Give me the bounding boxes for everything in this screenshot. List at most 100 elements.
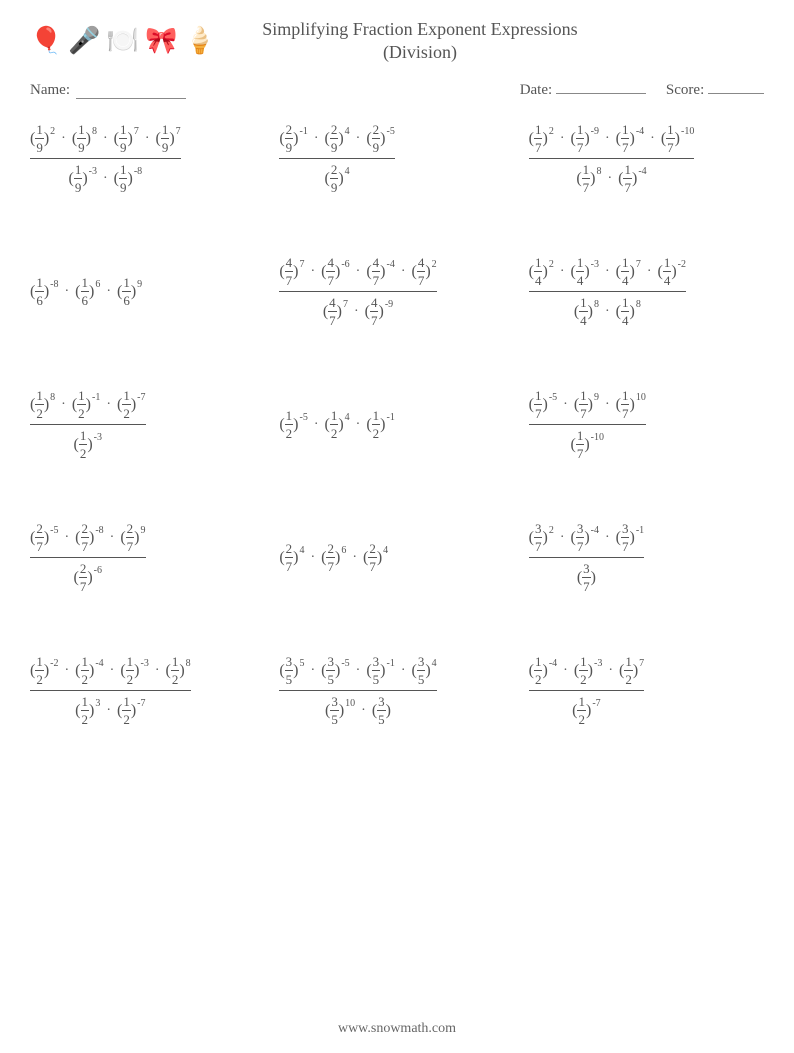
division-bar (529, 557, 645, 558)
fraction-term: (12)-4 (529, 655, 558, 686)
fraction-term: (19)8 (72, 123, 97, 154)
fraction-term: (16)6 (75, 276, 100, 307)
expression: (17)2·(17)-9·(17)-4·(17)-10 (17)8·(17)-4 (529, 123, 695, 194)
worksheet-title: Simplifying Fraction Exponent Expression… (216, 18, 624, 63)
fraction-term: (14)2 (529, 256, 554, 287)
division-bar (529, 690, 645, 691)
name-blank[interactable] (76, 84, 186, 99)
fraction-term: (37)-4 (570, 522, 599, 553)
expression: (17)-5·(17)9·(17)10(17)-10 (529, 389, 646, 460)
fraction-term: (17)-10 (661, 123, 695, 154)
problem-9: (17)-5·(17)9·(17)10(17)-10 (529, 389, 764, 460)
fraction-term: (37) (577, 562, 596, 593)
cloche-icon: 🍽️ (107, 26, 139, 56)
expression: (12)-2·(12)-4·(12)-3·(12)8 (12)3·(12)-7 (30, 655, 191, 726)
fraction-term: (19)7 (155, 123, 180, 154)
term-row: (19)2·(19)8·(19)7·(19)7 (30, 123, 181, 154)
fraction-term: (37)-1 (616, 522, 645, 553)
problem-7: (12)8·(12)-1·(12)-7 (12)-3 (30, 389, 265, 460)
division-bar (529, 424, 646, 425)
expression: (27)-5·(27)-8·(27)9(27)-6 (30, 522, 146, 593)
fraction-term: (17)-10 (570, 429, 604, 460)
fraction-term: (35)10 (325, 695, 355, 726)
fraction-term: (27)9 (120, 522, 145, 553)
term-row: (17)-10 (570, 429, 604, 460)
fraction-term: (12)-5 (279, 409, 308, 440)
division-bar (30, 690, 191, 691)
bowtie-icon: 🎀 (145, 26, 177, 56)
fraction-term: (12)3 (75, 695, 100, 726)
score-blank[interactable] (708, 79, 764, 94)
problem-11: (27)4·(27)6·(27)4 (279, 522, 514, 593)
fraction-term: (14)7 (616, 256, 641, 287)
division-bar (30, 557, 146, 558)
fraction-term: (47)-6 (321, 256, 350, 287)
division-bar (30, 158, 181, 159)
date-label: Date: (520, 82, 552, 98)
fraction-term: (47)7 (323, 296, 348, 327)
fraction-term: (27)6 (321, 542, 346, 573)
problem-grid: (19)2·(19)8·(19)7·(19)7(19)-3·(19)-8(29)… (30, 123, 764, 726)
problem-4: (16)-8·(16)6·(16)9 (30, 256, 265, 327)
fraction-term: (12)-7 (117, 695, 146, 726)
term-row: (17)8·(17)-4 (576, 163, 646, 194)
term-row: (35)5·(35)-5·(35)-1·(35)4 (279, 655, 436, 686)
problem-6: (14)2·(14)-3·(14)7·(14)-2 (14)8·(14)8 (529, 256, 764, 327)
name-label: Name: (30, 82, 70, 99)
fraction-term: (14)-2 (657, 256, 686, 287)
fraction-term: (17)2 (529, 123, 554, 154)
header: 🎈🎤🍽️🎀🍦 Simplifying Fraction Exponent Exp… (30, 18, 764, 63)
term-row: (12)-2·(12)-4·(12)-3·(12)8 (30, 655, 191, 686)
problem-1: (19)2·(19)8·(19)7·(19)7(19)-3·(19)-8 (30, 123, 265, 194)
expression: (47)7·(47)-6·(47)-4·(47)2(47)7·(47)-9 (279, 256, 436, 327)
fraction-term: (12)-3 (574, 655, 603, 686)
term-row: (12)-7 (572, 695, 601, 726)
problem-5: (47)7·(47)-6·(47)-4·(47)2(47)7·(47)-9 (279, 256, 514, 327)
fraction-term: (29)-1 (279, 123, 308, 154)
division-bar (529, 291, 686, 292)
problem-3: (17)2·(17)-9·(17)-4·(17)-10 (17)8·(17)-4 (529, 123, 764, 194)
term-row: (37)2·(37)-4·(37)-1 (529, 522, 645, 553)
term-row: (12)3·(12)-7 (75, 695, 145, 726)
fraction-term: (14)-3 (570, 256, 599, 287)
fraction-term: (12)8 (30, 389, 55, 420)
fraction-term: (12)8 (166, 655, 191, 686)
fraction-term: (12)-7 (572, 695, 601, 726)
term-row: (12)8·(12)-1·(12)-7 (30, 389, 146, 420)
fraction-term: (29)-5 (366, 123, 395, 154)
fraction-term: (17)8 (576, 163, 601, 194)
fraction-term: (29)4 (325, 123, 350, 154)
expression: (35)5·(35)-5·(35)-1·(35)4(35)10·(35) (279, 655, 436, 726)
title-line-1: Simplifying Fraction Exponent Expression… (262, 19, 577, 39)
title-line-2: (Division) (383, 42, 457, 62)
fraction-term: (19)-3 (68, 163, 97, 194)
fraction-term: (47)7 (279, 256, 304, 287)
problem-13: (12)-2·(12)-4·(12)-3·(12)8 (12)3·(12)-7 (30, 655, 265, 726)
fraction-term: (12)-1 (72, 389, 101, 420)
term-row: (29)-1·(29)4·(29)-5 (279, 123, 395, 154)
term-row: (27)4·(27)6·(27)4 (279, 542, 388, 573)
term-row: (17)2·(17)-9·(17)-4·(17)-10 (529, 123, 695, 154)
term-row: (47)7·(47)-9 (323, 296, 393, 327)
problem-8: (12)-5·(12)4·(12)-1 (279, 389, 514, 460)
division-bar (279, 158, 395, 159)
expression: (12)-4·(12)-3·(12)7 (12)-7 (529, 655, 645, 726)
fraction-term: (19)-8 (114, 163, 143, 194)
term-row: (14)2·(14)-3·(14)7·(14)-2 (529, 256, 686, 287)
page: 🎈🎤🍽️🎀🍦 Simplifying Fraction Exponent Exp… (0, 0, 794, 1053)
score-label: Score: (666, 82, 704, 98)
expression: (12)8·(12)-1·(12)-7 (12)-3 (30, 389, 146, 460)
date-blank[interactable] (556, 79, 646, 94)
fraction-term: (17)9 (574, 389, 599, 420)
fraction-term: (12)4 (325, 409, 350, 440)
fraction-term: (19)7 (114, 123, 139, 154)
fraction-term: (27)-6 (74, 562, 103, 593)
division-bar (279, 291, 436, 292)
term-row: (14)8·(14)8 (574, 296, 641, 327)
fraction-term: (47)-4 (366, 256, 395, 287)
fraction-term: (12)-7 (117, 389, 146, 420)
fraction-term: (35)4 (412, 655, 437, 686)
fraction-term: (12)-3 (74, 429, 103, 460)
expression: (37)2·(37)-4·(37)-1 (37) (529, 522, 645, 593)
term-row: (12)-4·(12)-3·(12)7 (529, 655, 645, 686)
